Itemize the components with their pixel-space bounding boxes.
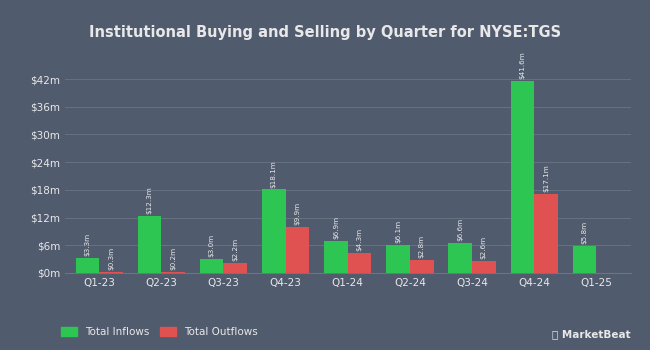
Text: ⧳ MarketBeat: ⧳ MarketBeat — [552, 329, 630, 340]
Bar — [348, 253, 371, 273]
Text: $2.6m: $2.6m — [481, 236, 487, 259]
Bar — [472, 261, 496, 273]
Legend: Total Inflows, Total Outflows: Total Inflows, Total Outflows — [57, 323, 262, 341]
Bar — [285, 227, 309, 273]
Text: $0.2m: $0.2m — [170, 247, 176, 270]
Text: $18.1m: $18.1m — [271, 160, 277, 188]
Bar — [448, 243, 472, 273]
Text: $17.1m: $17.1m — [543, 164, 549, 192]
Text: $4.3m: $4.3m — [357, 228, 363, 251]
Text: $3.0m: $3.0m — [209, 234, 214, 257]
Text: $6.6m: $6.6m — [457, 218, 463, 241]
Text: $5.8m: $5.8m — [582, 221, 588, 244]
Bar — [99, 272, 123, 273]
Text: $41.6m: $41.6m — [519, 51, 525, 79]
Bar — [161, 272, 185, 273]
Bar — [262, 189, 285, 273]
Text: Institutional Buying and Selling by Quarter for NYSE:TGS: Institutional Buying and Selling by Quar… — [89, 25, 561, 40]
Text: $12.3m: $12.3m — [146, 187, 153, 214]
Text: $6.9m: $6.9m — [333, 216, 339, 239]
Bar — [534, 194, 558, 273]
Text: $6.1m: $6.1m — [395, 220, 401, 243]
Bar — [386, 245, 410, 273]
Bar — [75, 258, 99, 273]
Text: $3.3m: $3.3m — [84, 233, 90, 256]
Bar — [410, 260, 434, 273]
Text: $2.8m: $2.8m — [419, 235, 424, 258]
Bar — [138, 216, 161, 273]
Text: $2.2m: $2.2m — [232, 238, 239, 261]
Bar — [510, 81, 534, 273]
Bar — [224, 263, 247, 273]
Bar — [324, 241, 348, 273]
Text: $9.9m: $9.9m — [294, 202, 300, 225]
Text: $0.3m: $0.3m — [108, 247, 114, 270]
Bar — [200, 259, 224, 273]
Bar — [573, 246, 596, 273]
